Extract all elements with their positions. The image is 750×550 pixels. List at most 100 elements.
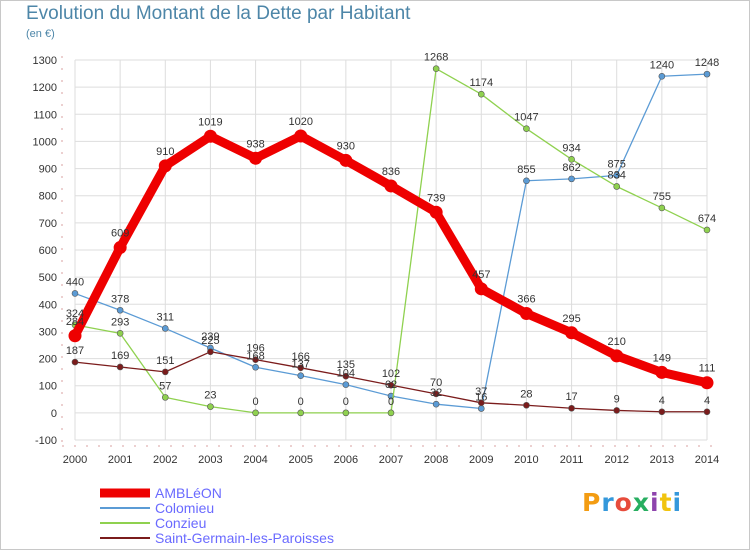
data-label-saint-germain-les-paroisses: 166 [292, 351, 310, 363]
logo-letter: i [672, 488, 683, 517]
data-label-colomieu: 855 [517, 164, 535, 176]
data-point-ambl-on [68, 329, 82, 343]
y-tick-label: 1000 [33, 136, 57, 148]
data-label-ambl-on: 836 [382, 166, 400, 178]
y-tick-label: 800 [39, 191, 57, 203]
data-point-ambl-on [249, 151, 263, 165]
data-point-colomieu [613, 172, 621, 179]
data-label-conzieu: 293 [111, 316, 129, 328]
data-label-colomieu: 62 [385, 379, 397, 391]
data-label-colomieu: 862 [562, 162, 580, 174]
data-label-conzieu: 1047 [514, 112, 538, 124]
data-label-ambl-on: 739 [427, 192, 445, 204]
data-label-ambl-on: 1020 [288, 116, 312, 128]
data-label-colomieu: 378 [111, 293, 129, 305]
x-tick-label: 2000 [63, 454, 87, 466]
data-label-conzieu: 0 [253, 396, 259, 408]
data-label-colomieu: 104 [337, 368, 355, 380]
data-label-saint-germain-les-paroisses: 196 [246, 343, 264, 355]
y-tick-label: 500 [39, 272, 57, 284]
data-point-ambl-on [610, 349, 624, 363]
data-point-ambl-on [113, 241, 127, 255]
data-label-ambl-on: 457 [472, 269, 490, 281]
data-label-conzieu: 0 [343, 396, 349, 408]
data-point-saint-germain-les-paroisses [703, 408, 711, 416]
x-tick-label: 2007 [379, 454, 403, 466]
chart-title: Evolution du Montant de la Dette par Hab… [26, 3, 411, 24]
data-label-colomieu: 875 [608, 158, 626, 170]
x-tick-label: 2009 [469, 454, 493, 466]
legend-label-colomieu: Colomieu [155, 500, 214, 516]
data-label-conzieu: 934 [562, 142, 580, 154]
data-label-conzieu: 0 [388, 396, 394, 408]
data-point-ambl-on [474, 282, 488, 296]
data-point-saint-germain-les-paroisses [658, 408, 666, 416]
data-label-saint-germain-les-paroisses: 102 [382, 368, 400, 380]
data-label-ambl-on: 1019 [198, 116, 222, 128]
data-point-conzieu [297, 409, 305, 417]
data-point-colomieu [523, 177, 530, 185]
x-tick-label: 2001 [108, 454, 132, 466]
data-point-saint-germain-les-paroisses [523, 401, 530, 409]
data-label-ambl-on: 295 [562, 313, 580, 325]
data-label-colomieu: 440 [66, 276, 84, 288]
data-label-saint-germain-les-paroisses: 9 [614, 393, 620, 405]
x-tick-label: 2002 [153, 454, 177, 466]
y-tick-label: 1300 [33, 55, 57, 67]
axes: -100010020030040050060070080090010001100… [33, 55, 720, 466]
x-tick-label: 2012 [604, 454, 628, 466]
data-point-conzieu [387, 409, 395, 417]
data-label-saint-germain-les-paroisses: 17 [565, 391, 577, 403]
data-point-saint-germain-les-paroisses [161, 368, 169, 376]
data-label-saint-germain-les-paroisses: 151 [156, 355, 174, 367]
data-point-ambl-on [339, 153, 353, 167]
data-point-saint-germain-les-paroisses [116, 363, 124, 371]
data-point-colomieu [297, 372, 305, 379]
data-label-conzieu: 1174 [469, 77, 493, 89]
data-label-saint-germain-les-paroisses: 187 [66, 345, 84, 357]
data-label-colomieu: 16 [475, 392, 487, 404]
x-tick-label: 2005 [288, 454, 312, 466]
data-point-ambl-on [429, 205, 443, 219]
logo-letter: i [650, 488, 660, 517]
data-point-colomieu [477, 405, 485, 412]
y-tick-label: 1100 [33, 109, 57, 121]
data-label-colomieu: 239 [201, 331, 219, 343]
data-label-colomieu: 137 [292, 359, 310, 371]
data-point-saint-germain-les-paroisses [432, 390, 440, 398]
data-point-ambl-on [700, 376, 714, 390]
logo-letter: t [659, 488, 673, 517]
logo-letter: P [582, 488, 602, 517]
data-point-ambl-on [158, 159, 172, 173]
x-tick-label: 2010 [514, 454, 538, 466]
x-tick-label: 2006 [334, 454, 358, 466]
data-label-conzieu: 23 [204, 390, 216, 402]
data-label-conzieu: 755 [653, 191, 671, 203]
data-point-ambl-on [203, 129, 217, 143]
data-point-colomieu [568, 175, 575, 183]
data-point-colomieu [658, 72, 666, 80]
data-label-colomieu: 32 [430, 387, 442, 399]
data-point-saint-germain-les-paroisses [387, 381, 395, 389]
data-point-colomieu [432, 400, 440, 408]
data-point-colomieu [161, 325, 169, 332]
y-tick-label: 700 [39, 218, 57, 230]
data-point-saint-germain-les-paroisses [477, 399, 485, 407]
data-point-ambl-on [655, 365, 669, 379]
data-label-colomieu: 168 [246, 350, 264, 362]
data-label-saint-germain-les-paroisses: 37 [475, 386, 487, 398]
data-point-colomieu [703, 70, 711, 78]
logo-letter: r [601, 488, 615, 517]
data-point-saint-germain-les-paroisses [613, 407, 621, 414]
data-label-ambl-on: 609 [111, 228, 129, 240]
data-point-conzieu [613, 183, 621, 190]
data-label-saint-germain-les-paroisses: 225 [201, 335, 219, 347]
data-label-conzieu: 674 [698, 213, 716, 225]
data-point-conzieu [523, 125, 530, 132]
logo-letter: o [614, 488, 633, 517]
x-tick-label: 2013 [650, 454, 674, 466]
data-point-conzieu [342, 409, 350, 417]
data-point-saint-germain-les-paroisses [252, 356, 259, 363]
